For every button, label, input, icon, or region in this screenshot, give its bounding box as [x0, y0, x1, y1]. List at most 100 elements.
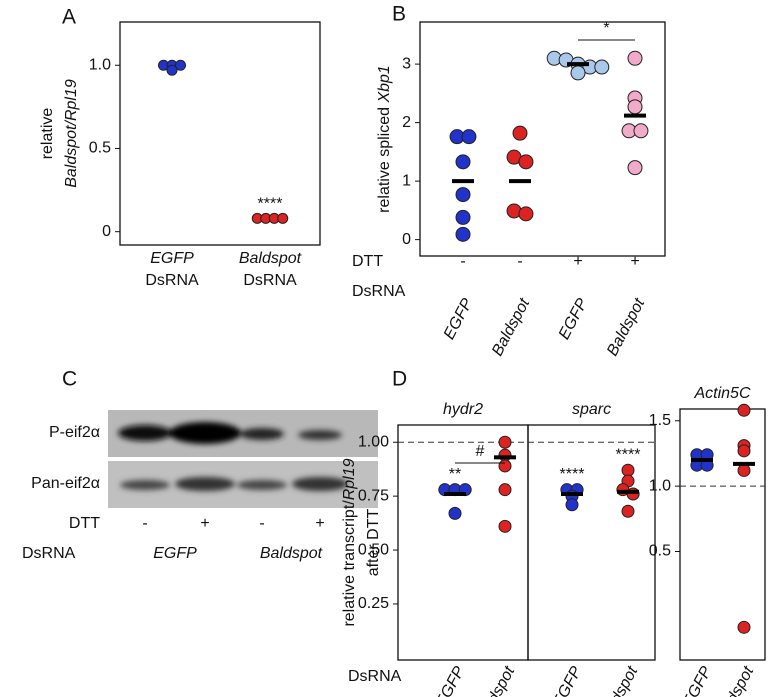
blot-row-label: P-eif2α [49, 424, 100, 441]
y-tick-label: 2 [402, 114, 411, 131]
x-tick-label: EGFP [441, 296, 477, 343]
x-tick-label: Baldspot [474, 663, 519, 697]
bracket-label: # [476, 443, 485, 460]
condition-label: DTT [69, 515, 100, 532]
plot-frame [119, 21, 321, 246]
mean-bar [444, 491, 466, 496]
data-point [621, 463, 635, 477]
plot-frame [527, 424, 656, 661]
data-point [448, 506, 462, 520]
condition-label: DTT [352, 253, 383, 270]
mean-bar [452, 179, 474, 184]
mean-bar [561, 491, 583, 496]
data-point [498, 448, 512, 462]
y-tick-label: 0.75 [358, 487, 389, 504]
plot-frame [419, 21, 666, 257]
mean-bar [733, 461, 755, 466]
data-point [455, 226, 471, 242]
mean-bar [617, 489, 639, 494]
y-axis-label: relative transcript/Rpl19 [341, 458, 358, 626]
x-tick-label: Baldspot [489, 295, 534, 358]
x-tick-label: EGFP [550, 664, 586, 697]
y-tick-label: 1.00 [358, 433, 389, 450]
data-point [737, 463, 751, 477]
panel-letter: C [62, 368, 77, 391]
data-point [518, 154, 534, 170]
significance: ** [449, 466, 461, 483]
y-tick-label: 0.25 [358, 595, 389, 612]
condition-value: - [517, 253, 522, 270]
y-axis-label-part: relative [39, 108, 56, 160]
data-point [627, 50, 643, 66]
condition-value: - [142, 515, 147, 532]
x-tick-label: EGFP [556, 296, 592, 343]
data-point [594, 59, 610, 75]
y-tick-label: 0.5 [89, 140, 111, 157]
x-tick-label: Baldspot [604, 295, 649, 358]
data-point [737, 403, 751, 417]
condition-value: - [460, 253, 465, 270]
panel-letter: D [392, 368, 407, 391]
x-tick-sublabel: DsRNA [145, 272, 199, 289]
data-point [627, 99, 643, 115]
x-tick-label: EGFP [433, 664, 469, 697]
panel-title: sparc [572, 401, 611, 418]
y-tick-label: 1.0 [89, 56, 111, 73]
significance: **** [258, 196, 283, 213]
y-axis-label: after DTT [365, 508, 382, 576]
blot-row-label: Pan-eif2α [31, 475, 100, 492]
data-point [498, 435, 512, 449]
condition-value: + [573, 253, 582, 270]
plot-frame [679, 408, 766, 661]
condition-value: - [259, 515, 264, 532]
bracket-label: * [603, 20, 609, 37]
data-point [627, 160, 643, 176]
y-tick-label: 3 [402, 55, 411, 72]
panel-title: hydr2 [443, 401, 483, 418]
blot-bands [118, 422, 348, 491]
mean-bar [509, 179, 531, 184]
data-point [455, 209, 471, 225]
y-tick-label: 0 [402, 231, 411, 248]
data-point [633, 123, 649, 139]
x-tick-sublabel: DsRNA [243, 272, 297, 289]
y-tick-label: 1.0 [649, 477, 671, 494]
row-label: DsRNA [22, 545, 76, 562]
mean-bar [494, 455, 516, 460]
data-point [621, 504, 635, 518]
mean-bar [691, 457, 713, 462]
y-tick-label: 1 [402, 172, 411, 189]
data-point [498, 519, 512, 533]
data-point [277, 212, 289, 224]
y-axis-label-part: Rpl19 [341, 458, 358, 500]
x-tick-label: EGFP [680, 664, 716, 697]
panel-letter: B [392, 3, 406, 26]
x-tick-label: Baldspot [713, 663, 758, 697]
y-axis-label: Baldspot/Rpl19 [63, 79, 80, 188]
row-label: DsRNA [348, 668, 402, 685]
data-point [737, 444, 751, 458]
condition-value: + [630, 253, 639, 270]
condition-value: + [315, 515, 324, 532]
y-axis-label-part: Baldspot/Rpl19 [63, 79, 80, 188]
data-point [455, 187, 471, 203]
condition-value: + [200, 515, 209, 532]
y-axis-label-part: relative transcript/ [341, 500, 358, 627]
data-point [455, 154, 471, 170]
x-tick-label: EGFP [150, 250, 194, 267]
y-tick-label: 0.50 [358, 541, 389, 558]
data-point [461, 129, 477, 145]
blot-group-label: Baldspot [260, 545, 323, 562]
significance: **** [560, 466, 585, 483]
data-point [166, 64, 178, 76]
data-point [518, 206, 534, 222]
y-axis-label-part: relative spliced [376, 103, 393, 213]
y-axis-label-part: Xbp1 [376, 65, 393, 103]
mean-bar [624, 113, 646, 118]
panel-title: Actin5C [693, 385, 750, 402]
x-tick-label: Baldspot [597, 663, 642, 697]
blot-group-label: EGFP [153, 545, 197, 562]
y-axis-label: relative spliced Xbp1 [376, 65, 393, 213]
data-point [565, 498, 579, 512]
